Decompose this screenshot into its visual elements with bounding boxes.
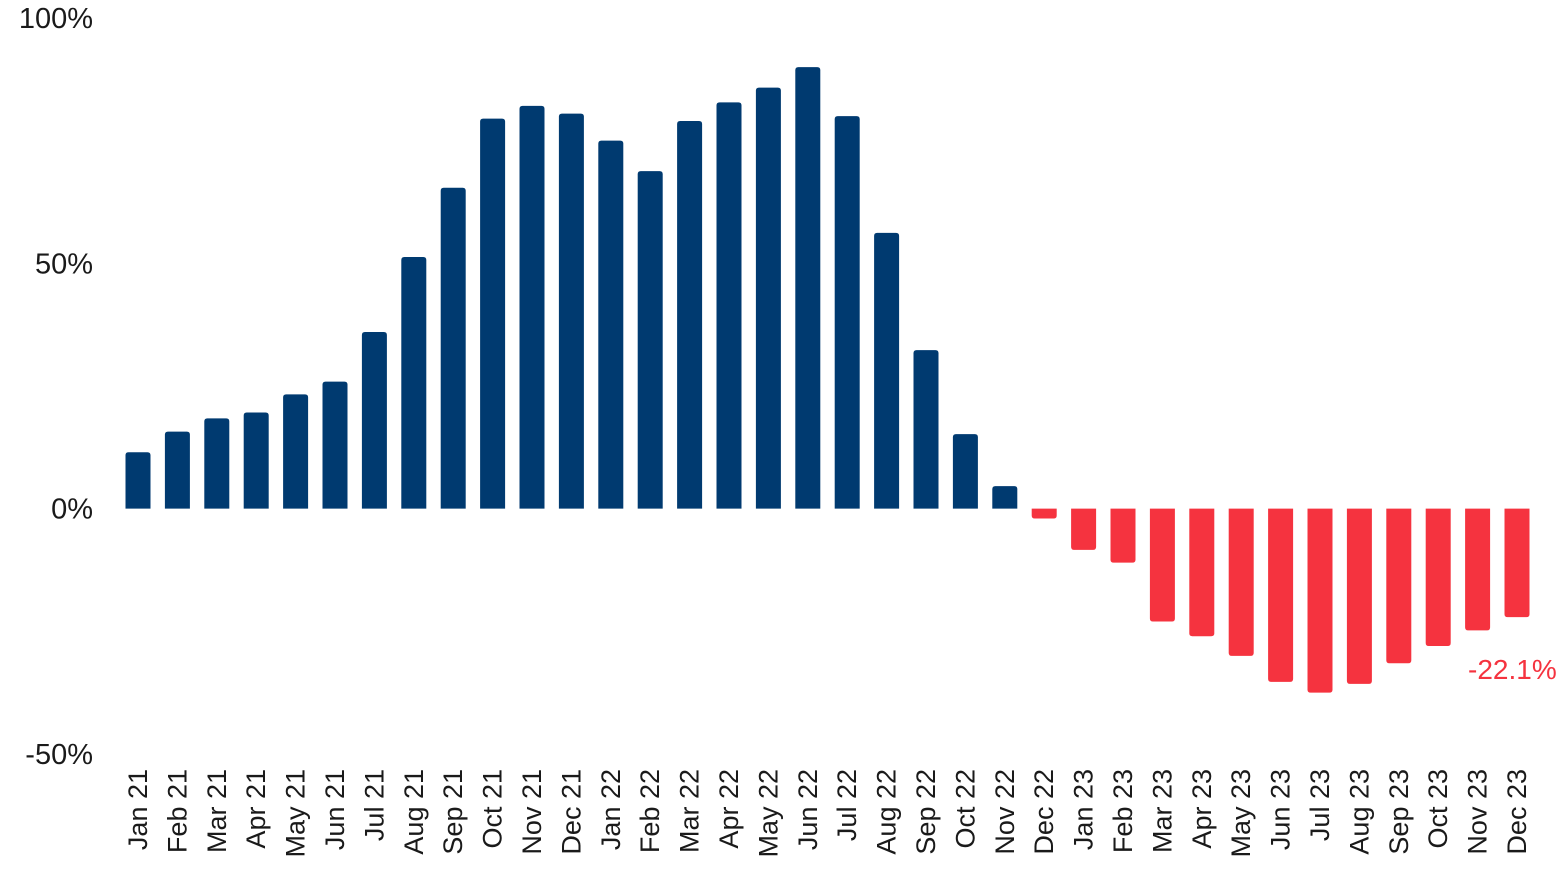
bar-apr-23 [1189,508,1215,637]
bar-oct-23 [1425,508,1451,647]
bar-may-22 [755,87,781,509]
x-tick-label-mar-21: Mar 21 [202,769,232,853]
bar-nov-21 [519,105,545,509]
bar-aug-23 [1346,508,1372,684]
x-tick-label-may-22: May 22 [753,769,783,858]
bar-jan-23 [1071,508,1097,550]
x-tick-label-feb-21: Feb 21 [162,769,192,853]
x-tick-label-mar-22: Mar 22 [675,769,705,853]
bar-jul-21 [361,332,387,509]
bar-feb-21 [164,431,190,509]
bar-jun-21 [322,381,348,509]
bar-mar-22 [677,121,703,509]
bar-may-23 [1228,508,1254,656]
y-tick-label-50: -50% [25,739,93,771]
x-tick-label-jan-21: Jan 21 [123,769,153,850]
data-labels: -22.1% [1468,654,1557,685]
bar-oct-22 [952,434,978,509]
x-tick-label-sep-22: Sep 22 [911,769,941,855]
bar-sep-22 [913,350,939,509]
bar-nov-23 [1465,508,1491,631]
y-tick-label-0: 0% [51,494,93,526]
x-axis-ticks: Jan 21 Feb 21 Mar 21 Apr 21 May 21 Jun 21 Jul … [123,769,1532,858]
bar-jun-23 [1268,508,1294,682]
x-tick-label-jul-23: Jul 23 [1305,769,1335,841]
bar-jan-21 [125,452,151,509]
bar-dec-23 [1504,508,1530,618]
bar-oct-21 [480,118,506,509]
bars [125,67,1530,693]
x-tick-label-jun-22: Jun 22 [793,769,823,850]
bar-mar-21 [204,418,230,509]
x-tick-label-jan-22: Jan 22 [596,769,626,850]
x-tick-label-aug-22: Aug 22 [872,769,902,855]
x-tick-label-feb-23: Feb 23 [1108,769,1138,853]
bar-jul-23 [1307,508,1333,693]
bar-may-21 [283,394,309,509]
x-tick-label-dec-21: Dec 21 [556,769,586,855]
x-tick-label-apr-21: Apr 21 [241,769,271,849]
x-tick-label-nov-21: Nov 21 [517,769,547,855]
x-tick-label-aug-23: Aug 23 [1344,769,1374,855]
x-tick-label-jul-21: Jul 21 [359,769,389,841]
x-tick-label-jan-23: Jan 23 [1069,769,1099,850]
x-tick-label-mar-23: Mar 23 [1147,769,1177,853]
bar-aug-22 [874,232,900,509]
x-tick-label-dec-22: Dec 22 [1029,769,1059,855]
bar-aug-21 [401,256,427,509]
bar-feb-22 [637,171,663,509]
x-tick-label-dec-23: Dec 23 [1502,769,1532,855]
bar-apr-21 [243,412,269,509]
x-tick-label-may-21: May 21 [281,769,311,858]
x-tick-label-jun-23: Jun 23 [1266,769,1296,850]
x-tick-label-apr-22: Apr 22 [714,769,744,849]
x-tick-label-apr-23: Apr 23 [1187,769,1217,849]
x-tick-label-nov-22: Nov 22 [990,769,1020,855]
x-tick-label-jun-21: Jun 21 [320,769,350,850]
bar-sep-21 [440,187,466,509]
y-tick-label-100: 100% [19,3,93,35]
x-tick-label-oct-21: Oct 21 [478,769,508,849]
x-tick-label-oct-23: Oct 23 [1423,769,1453,849]
data-label-dec-23: -22.1% [1468,654,1557,685]
x-tick-label-sep-23: Sep 23 [1384,769,1414,855]
bar-jun-22 [795,67,821,509]
x-tick-label-may-23: May 23 [1226,769,1256,858]
x-tick-label-feb-22: Feb 22 [635,769,665,853]
x-tick-label-nov-23: Nov 23 [1463,769,1493,855]
x-tick-label-sep-21: Sep 21 [438,769,468,855]
bar-sep-23 [1386,508,1412,664]
y-axis-ticks: 100% 50% 0% -50% [19,3,93,771]
x-tick-label-aug-21: Aug 21 [399,769,429,855]
bar-nov-22 [992,486,1018,509]
x-tick-label-oct-22: Oct 22 [950,769,980,849]
bar-mar-23 [1149,508,1175,622]
bar-apr-22 [716,102,742,509]
bar-dec-22 [1031,508,1057,519]
bar-jan-22 [598,140,624,509]
bar-dec-21 [558,113,584,509]
bar-feb-23 [1110,508,1136,563]
bar-jul-22 [834,116,860,509]
x-tick-label-jul-22: Jul 22 [832,769,862,841]
y-tick-label-50: 50% [35,248,93,280]
